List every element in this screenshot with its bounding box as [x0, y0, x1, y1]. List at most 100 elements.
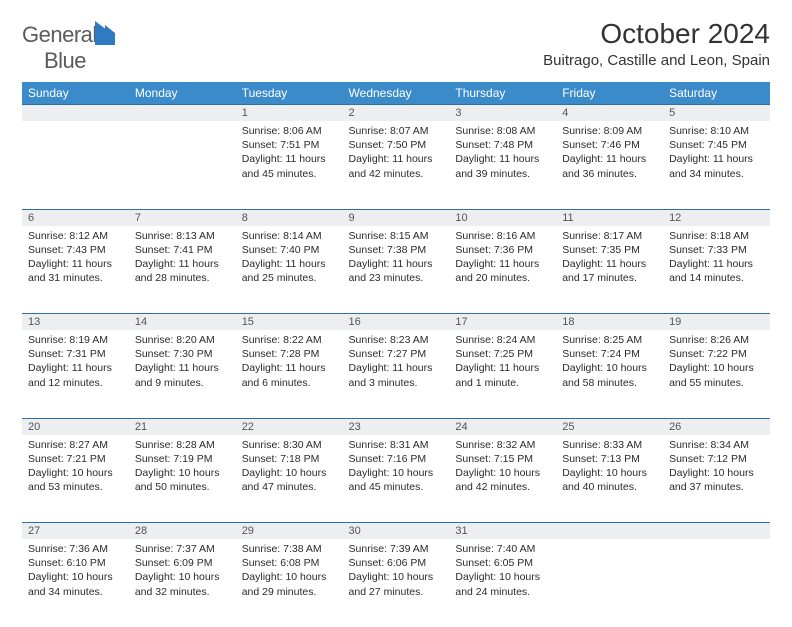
- weekday-header: Tuesday: [236, 82, 343, 105]
- day-details: Sunrise: 7:39 AMSunset: 6:06 PMDaylight:…: [343, 539, 450, 605]
- daylight-line: Daylight: 10 hours and 50 minutes.: [135, 466, 230, 494]
- day-content-cell: Sunrise: 8:17 AMSunset: 7:35 PMDaylight:…: [556, 226, 663, 314]
- day-number-cell: 20: [22, 418, 129, 435]
- sunset-line: Sunset: 6:05 PM: [455, 556, 550, 570]
- day-content-row: Sunrise: 8:06 AMSunset: 7:51 PMDaylight:…: [22, 121, 770, 209]
- sunset-line: Sunset: 7:41 PM: [135, 243, 230, 257]
- daylight-line: Daylight: 10 hours and 45 minutes.: [349, 466, 444, 494]
- sunrise-line: Sunrise: 8:26 AM: [669, 333, 764, 347]
- day-content-cell: Sunrise: 8:13 AMSunset: 7:41 PMDaylight:…: [129, 226, 236, 314]
- day-number-cell: 28: [129, 523, 236, 540]
- sunrise-line: Sunrise: 8:22 AM: [242, 333, 337, 347]
- day-number-cell: 4: [556, 105, 663, 122]
- daylight-line: Daylight: 11 hours and 1 minute.: [455, 361, 550, 389]
- day-content-cell: Sunrise: 8:28 AMSunset: 7:19 PMDaylight:…: [129, 435, 236, 523]
- sunrise-line: Sunrise: 8:15 AM: [349, 229, 444, 243]
- sunrise-line: Sunrise: 8:19 AM: [28, 333, 123, 347]
- day-details: Sunrise: 7:38 AMSunset: 6:08 PMDaylight:…: [236, 539, 343, 605]
- day-number-cell: 31: [449, 523, 556, 540]
- daylight-line: Daylight: 11 hours and 14 minutes.: [669, 257, 764, 285]
- daylight-line: Daylight: 11 hours and 25 minutes.: [242, 257, 337, 285]
- sunrise-line: Sunrise: 8:30 AM: [242, 438, 337, 452]
- day-number-cell: 9: [343, 209, 450, 226]
- day-number-cell: 24: [449, 418, 556, 435]
- day-content-cell: Sunrise: 7:38 AMSunset: 6:08 PMDaylight:…: [236, 539, 343, 627]
- daylight-line: Daylight: 11 hours and 31 minutes.: [28, 257, 123, 285]
- day-content-cell: Sunrise: 8:09 AMSunset: 7:46 PMDaylight:…: [556, 121, 663, 209]
- weekday-header: Saturday: [663, 82, 770, 105]
- day-details: Sunrise: 8:27 AMSunset: 7:21 PMDaylight:…: [22, 435, 129, 501]
- sunrise-line: Sunrise: 8:24 AM: [455, 333, 550, 347]
- day-content-cell: Sunrise: 8:25 AMSunset: 7:24 PMDaylight:…: [556, 330, 663, 418]
- day-content-cell: Sunrise: 8:07 AMSunset: 7:50 PMDaylight:…: [343, 121, 450, 209]
- day-content-cell: Sunrise: 8:10 AMSunset: 7:45 PMDaylight:…: [663, 121, 770, 209]
- sunrise-line: Sunrise: 8:17 AM: [562, 229, 657, 243]
- day-details: Sunrise: 8:28 AMSunset: 7:19 PMDaylight:…: [129, 435, 236, 501]
- day-number-cell: 26: [663, 418, 770, 435]
- sunset-line: Sunset: 7:28 PM: [242, 347, 337, 361]
- sunset-line: Sunset: 7:43 PM: [28, 243, 123, 257]
- daylight-line: Daylight: 10 hours and 34 minutes.: [28, 570, 123, 598]
- sunset-line: Sunset: 7:46 PM: [562, 138, 657, 152]
- day-number-cell: 7: [129, 209, 236, 226]
- day-content-cell: Sunrise: 7:40 AMSunset: 6:05 PMDaylight:…: [449, 539, 556, 627]
- day-number-cell: 11: [556, 209, 663, 226]
- sunrise-line: Sunrise: 7:38 AM: [242, 542, 337, 556]
- daylight-line: Daylight: 10 hours and 32 minutes.: [135, 570, 230, 598]
- daylight-line: Daylight: 11 hours and 6 minutes.: [242, 361, 337, 389]
- sunset-line: Sunset: 7:31 PM: [28, 347, 123, 361]
- sunset-line: Sunset: 7:16 PM: [349, 452, 444, 466]
- day-content-cell: Sunrise: 8:16 AMSunset: 7:36 PMDaylight:…: [449, 226, 556, 314]
- daylight-line: Daylight: 11 hours and 23 minutes.: [349, 257, 444, 285]
- day-content-cell: Sunrise: 8:14 AMSunset: 7:40 PMDaylight:…: [236, 226, 343, 314]
- sunset-line: Sunset: 7:18 PM: [242, 452, 337, 466]
- daylight-line: Daylight: 10 hours and 24 minutes.: [455, 570, 550, 598]
- day-number-cell: [22, 105, 129, 122]
- sunset-line: Sunset: 6:09 PM: [135, 556, 230, 570]
- day-details: Sunrise: 8:34 AMSunset: 7:12 PMDaylight:…: [663, 435, 770, 501]
- day-details: Sunrise: 8:10 AMSunset: 7:45 PMDaylight:…: [663, 121, 770, 187]
- daylight-line: Daylight: 10 hours and 29 minutes.: [242, 570, 337, 598]
- sunset-line: Sunset: 7:22 PM: [669, 347, 764, 361]
- daylight-line: Daylight: 10 hours and 37 minutes.: [669, 466, 764, 494]
- day-number-cell: 10: [449, 209, 556, 226]
- day-content-row: Sunrise: 8:12 AMSunset: 7:43 PMDaylight:…: [22, 226, 770, 314]
- sunrise-line: Sunrise: 8:31 AM: [349, 438, 444, 452]
- day-number-row: 13141516171819: [22, 314, 770, 331]
- location-subtitle: Buitrago, Castille and Leon, Spain: [543, 52, 770, 69]
- day-number-cell: [129, 105, 236, 122]
- day-number-row: 12345: [22, 105, 770, 122]
- day-details: Sunrise: 8:06 AMSunset: 7:51 PMDaylight:…: [236, 121, 343, 187]
- day-details: Sunrise: 8:18 AMSunset: 7:33 PMDaylight:…: [663, 226, 770, 292]
- sunrise-line: Sunrise: 8:28 AM: [135, 438, 230, 452]
- day-number-cell: 8: [236, 209, 343, 226]
- sunset-line: Sunset: 7:13 PM: [562, 452, 657, 466]
- daylight-line: Daylight: 11 hours and 12 minutes.: [28, 361, 123, 389]
- day-details: Sunrise: 8:14 AMSunset: 7:40 PMDaylight:…: [236, 226, 343, 292]
- day-number-cell: 22: [236, 418, 343, 435]
- daylight-line: Daylight: 11 hours and 36 minutes.: [562, 152, 657, 180]
- day-number-cell: 3: [449, 105, 556, 122]
- day-content-cell: Sunrise: 8:15 AMSunset: 7:38 PMDaylight:…: [343, 226, 450, 314]
- day-details: Sunrise: 8:22 AMSunset: 7:28 PMDaylight:…: [236, 330, 343, 396]
- daylight-line: Daylight: 10 hours and 55 minutes.: [669, 361, 764, 389]
- weekday-header: Thursday: [449, 82, 556, 105]
- brand-part1: General: [22, 22, 97, 47]
- day-content-cell: Sunrise: 8:08 AMSunset: 7:48 PMDaylight:…: [449, 121, 556, 209]
- day-number-cell: 19: [663, 314, 770, 331]
- sunrise-line: Sunrise: 8:06 AM: [242, 124, 337, 138]
- calendar-head: SundayMondayTuesdayWednesdayThursdayFrid…: [22, 82, 770, 105]
- daylight-line: Daylight: 10 hours and 53 minutes.: [28, 466, 123, 494]
- day-content-cell: Sunrise: 8:19 AMSunset: 7:31 PMDaylight:…: [22, 330, 129, 418]
- daylight-line: Daylight: 11 hours and 17 minutes.: [562, 257, 657, 285]
- day-number-cell: 27: [22, 523, 129, 540]
- day-number-cell: 14: [129, 314, 236, 331]
- sunset-line: Sunset: 7:40 PM: [242, 243, 337, 257]
- day-number-cell: 12: [663, 209, 770, 226]
- day-details: Sunrise: 8:17 AMSunset: 7:35 PMDaylight:…: [556, 226, 663, 292]
- sunrise-line: Sunrise: 8:13 AM: [135, 229, 230, 243]
- sunset-line: Sunset: 7:36 PM: [455, 243, 550, 257]
- daylight-line: Daylight: 11 hours and 45 minutes.: [242, 152, 337, 180]
- title-block: October 2024 Buitrago, Castille and Leon…: [543, 18, 770, 69]
- sunset-line: Sunset: 7:38 PM: [349, 243, 444, 257]
